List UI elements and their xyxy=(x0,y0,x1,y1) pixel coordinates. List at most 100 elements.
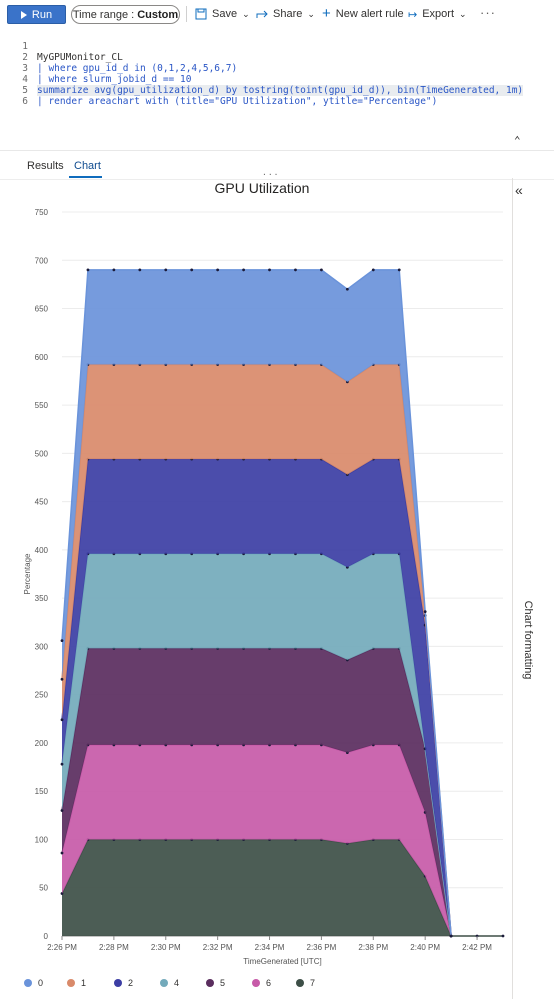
data-point-7 xyxy=(216,838,220,841)
data-point-7 xyxy=(371,838,375,841)
x-tick-label: 2:32 PM xyxy=(203,943,233,952)
legend-label: 1 xyxy=(81,978,87,988)
y-tick-label: 200 xyxy=(35,739,49,748)
x-tick-label: 2:34 PM xyxy=(255,943,285,952)
data-point-2 xyxy=(320,457,323,461)
data-point-5 xyxy=(86,646,90,650)
area-series-4 xyxy=(62,553,452,936)
data-point-7 xyxy=(138,838,142,841)
chevron-down-icon: ⌄ xyxy=(242,8,250,19)
legend-label: 5 xyxy=(220,978,226,988)
legend-item-5[interactable]: 5 xyxy=(206,978,225,988)
data-point-5 xyxy=(345,658,349,662)
data-point-4 xyxy=(268,552,271,556)
data-point-1 xyxy=(86,363,90,366)
chart-formatting-label[interactable]: Chart formatting xyxy=(522,600,534,680)
data-point-6 xyxy=(345,751,349,754)
data-point-0 xyxy=(449,934,453,938)
data-point-1 xyxy=(268,363,271,366)
y-tick-label: 0 xyxy=(44,932,49,941)
line-number: 5 xyxy=(22,85,28,96)
data-point-0 xyxy=(320,268,323,272)
query-editor[interactable]: 1 MyGPUMonitor_CL 2 | where gpu_id_d in … xyxy=(0,28,554,179)
save-button[interactable]: Save ⌄ xyxy=(195,6,250,22)
data-point-1 xyxy=(242,363,245,366)
legend-swatch xyxy=(114,979,122,987)
new-alert-rule-button[interactable]: + New alert rule xyxy=(322,6,404,22)
data-point-2 xyxy=(242,457,245,461)
legend-label: 6 xyxy=(266,978,272,988)
save-icon xyxy=(195,8,207,20)
line-number: 6 xyxy=(22,96,28,107)
legend-item-7[interactable]: 7 xyxy=(296,978,315,988)
data-point-4 xyxy=(397,552,401,556)
data-point-7 xyxy=(190,838,194,841)
time-range-value: Custom xyxy=(137,8,179,21)
legend-item-1[interactable]: 1 xyxy=(67,978,86,988)
time-range-picker[interactable]: Time range : Custom xyxy=(71,5,180,24)
export-button[interactable]: ↦ Export ⌄ xyxy=(408,6,467,22)
data-point-0 xyxy=(242,268,245,272)
toolbar-divider xyxy=(186,6,187,22)
share-icon xyxy=(256,10,268,18)
legend-item-0[interactable]: 0 xyxy=(24,978,43,988)
data-point-1 xyxy=(164,363,168,366)
series-line-6 xyxy=(61,744,452,937)
x-tick-label: 2:40 PM xyxy=(410,943,440,952)
code-line: 2 | where gpu_id_d in (0,1,2,4,5,6,7) xyxy=(0,41,237,74)
data-point-6 xyxy=(449,934,453,938)
data-point-2 xyxy=(60,718,64,722)
run-button[interactable]: Run xyxy=(7,5,66,24)
data-point-4 xyxy=(371,552,375,556)
legend-swatch xyxy=(206,979,214,987)
data-point-6 xyxy=(423,811,427,814)
code-line: 3 | where slurm_jobid_d == 10 xyxy=(0,52,191,85)
data-point-0 xyxy=(138,268,142,272)
data-point-6 xyxy=(397,743,401,747)
data-point-1 xyxy=(216,363,220,366)
collapse-editor-icon[interactable]: ⌃ xyxy=(514,134,521,147)
data-point-4 xyxy=(164,552,168,556)
data-point-0 xyxy=(112,268,116,272)
x-tick-label: 2:26 PM xyxy=(47,943,77,952)
data-point-5 xyxy=(268,646,271,650)
legend-label: 0 xyxy=(38,978,44,988)
data-point-5 xyxy=(294,646,297,650)
plus-icon: + xyxy=(322,5,331,22)
x-tick-label: 2:38 PM xyxy=(358,943,388,952)
data-point-6 xyxy=(60,851,64,855)
data-point-4 xyxy=(216,552,220,556)
data-point-6 xyxy=(294,743,297,747)
data-point-7 xyxy=(423,874,427,878)
expand-panel-icon[interactable]: « xyxy=(515,182,523,198)
data-point-4 xyxy=(60,762,64,766)
data-point-2 xyxy=(294,457,297,461)
data-point-0 xyxy=(190,268,194,272)
legend-label: 7 xyxy=(310,978,316,988)
data-point-6 xyxy=(320,743,323,747)
legend-item-6[interactable]: 6 xyxy=(252,978,271,988)
y-tick-label: 750 xyxy=(35,208,49,217)
share-button[interactable]: Share ⌄ xyxy=(256,6,315,22)
more-options-button[interactable]: ··· xyxy=(480,5,496,20)
splitter-handle[interactable]: ··· xyxy=(262,170,280,179)
area-series-1 xyxy=(62,364,452,936)
code-line: 5 | render areachart with (title="GPU Ut… xyxy=(0,74,437,107)
data-point-6 xyxy=(164,743,168,747)
data-point-1 xyxy=(345,380,349,384)
data-point-0 xyxy=(294,268,297,272)
data-point-2 xyxy=(423,623,427,627)
series-line-2 xyxy=(61,458,452,937)
tab-chart[interactable]: Chart xyxy=(74,160,101,172)
chevron-down-icon: ⌄ xyxy=(459,8,467,19)
legend-item-4[interactable]: 4 xyxy=(160,978,179,988)
data-point-6 xyxy=(216,743,220,747)
x-axis-label: TimeGenerated [UTC] xyxy=(243,957,321,966)
tab-results[interactable]: Results xyxy=(27,160,64,172)
data-point-4 xyxy=(86,552,90,556)
legend-item-2[interactable]: 2 xyxy=(114,978,133,988)
data-point-5 xyxy=(138,646,142,650)
data-point-4 xyxy=(449,934,453,938)
save-label: Save xyxy=(212,8,238,20)
data-point-6 xyxy=(86,743,90,747)
